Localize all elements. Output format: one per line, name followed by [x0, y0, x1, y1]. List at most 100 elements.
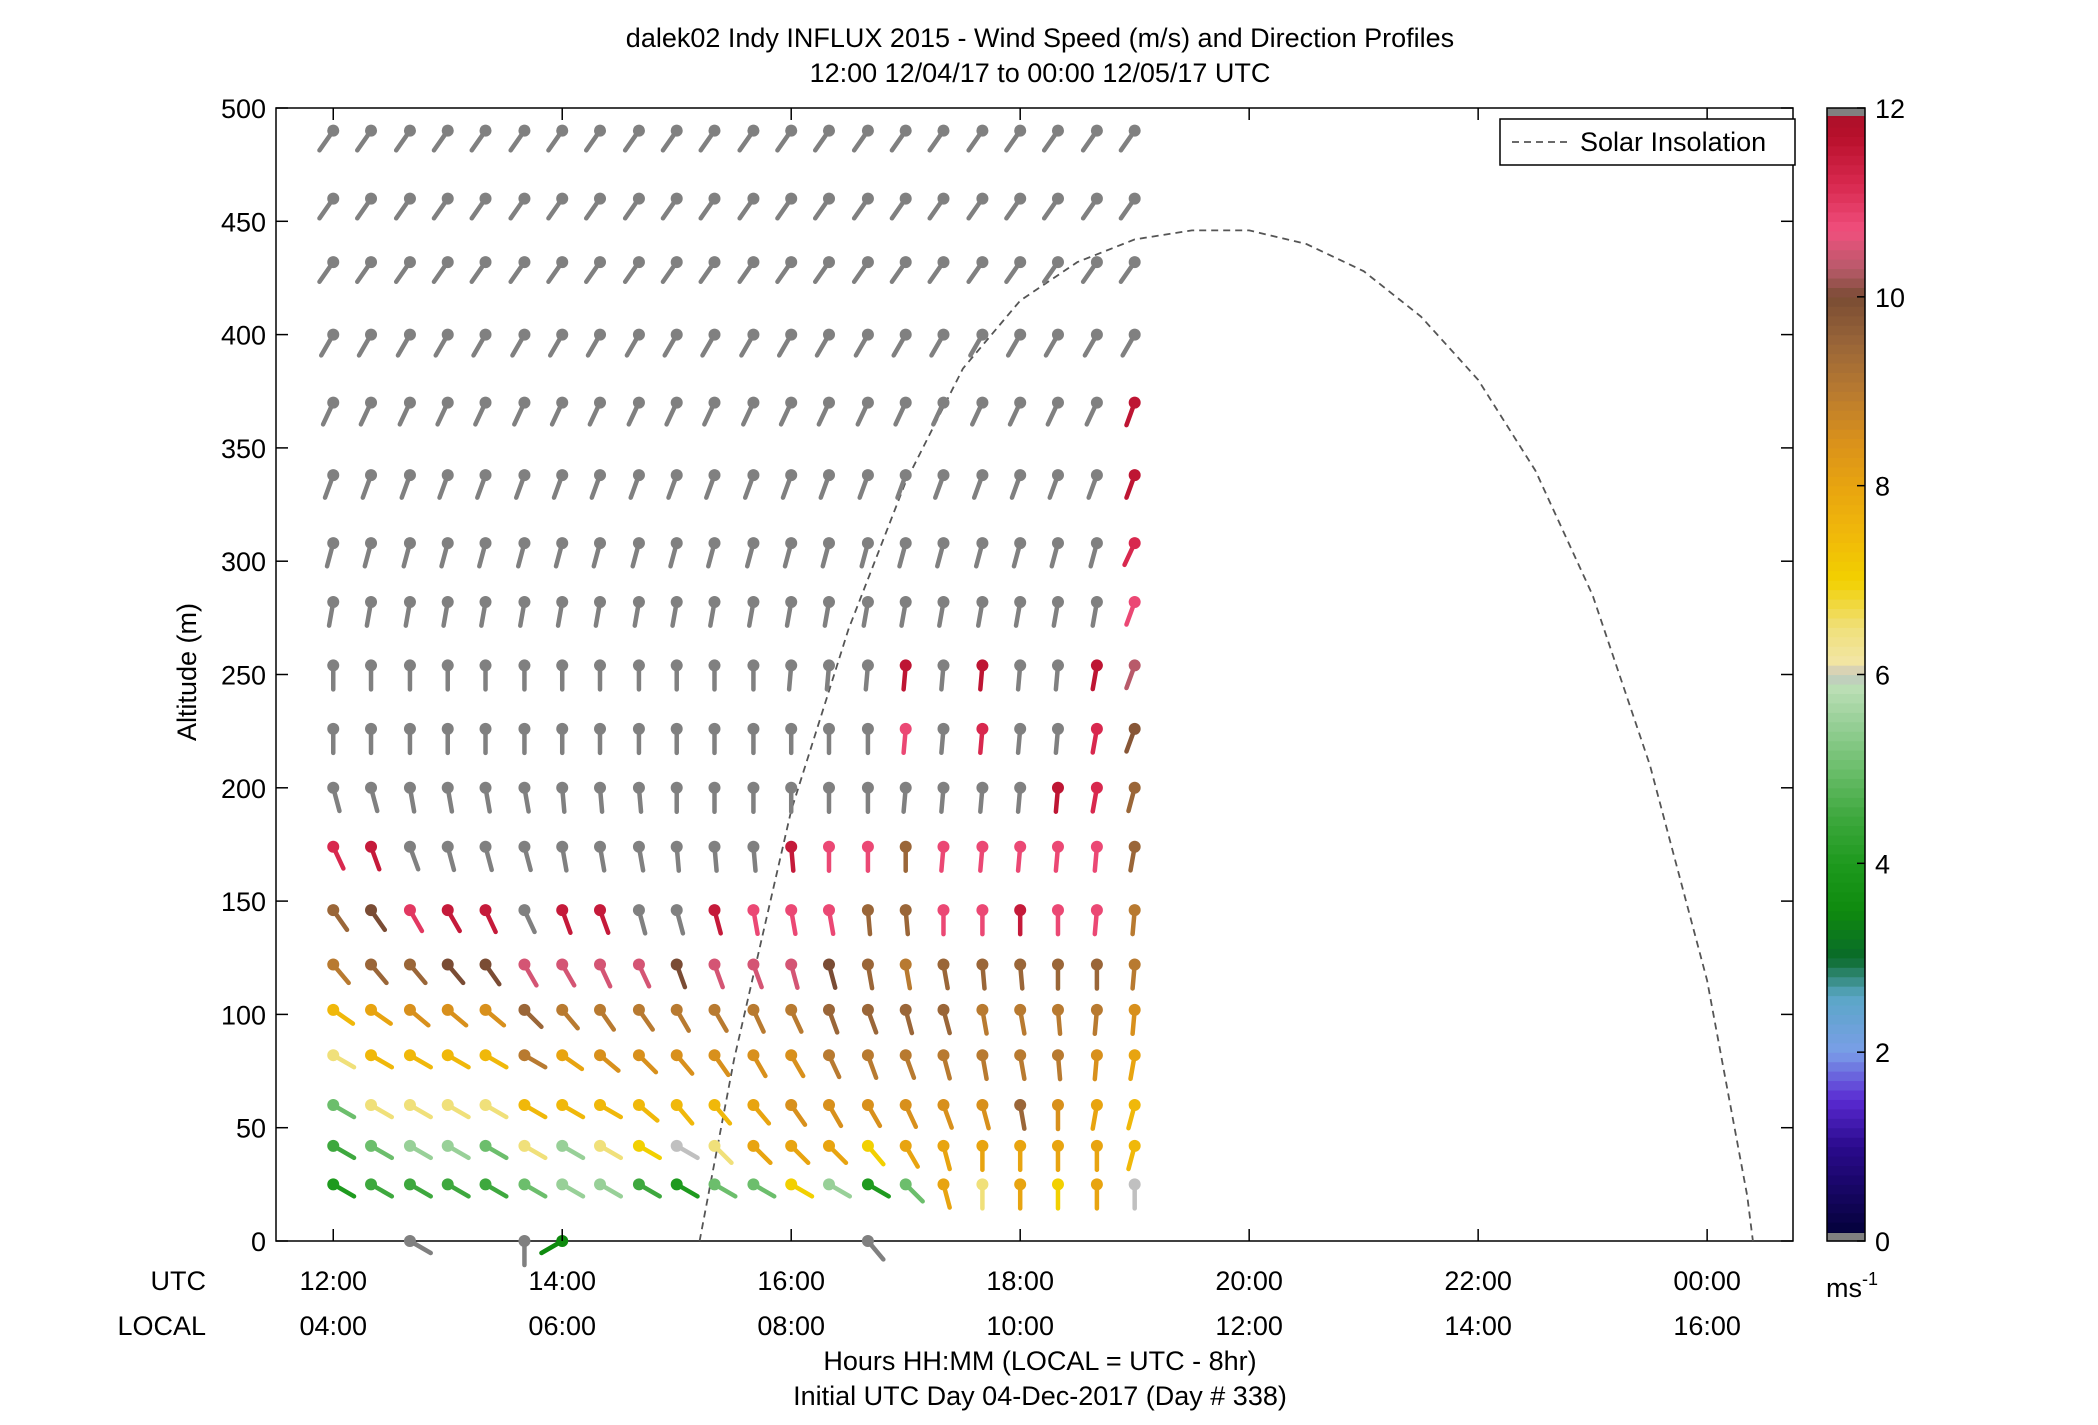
wind-barb — [1126, 1099, 1141, 1131]
solar-insolation-layer — [698, 229, 1754, 1242]
wind-barb — [861, 781, 874, 815]
wind-barb — [1051, 840, 1064, 873]
barb-head — [1128, 958, 1141, 971]
colorbar-segment — [1827, 268, 1865, 279]
wind-barb — [708, 595, 721, 628]
barb-head — [403, 659, 416, 672]
colorbar-segment — [1827, 523, 1865, 534]
wind-barb — [1051, 1003, 1064, 1037]
plot-area — [275, 107, 1794, 1242]
wind-barb — [899, 840, 912, 873]
barb-head — [976, 1049, 989, 1062]
chart-title: dalek02 Indy INFLUX 2015 - Wind Speed (m… — [626, 23, 1454, 53]
barb-head — [1051, 1099, 1064, 1112]
colorbar-segment — [1827, 287, 1865, 298]
wind-barb — [822, 1003, 840, 1035]
colorbar-cap-top — [1827, 108, 1865, 116]
barb-head — [747, 722, 760, 735]
barb-head — [479, 256, 492, 269]
wind-barb — [327, 958, 351, 986]
wind-barb — [510, 328, 531, 358]
barb-head — [441, 722, 454, 735]
colorbar-segment — [1827, 693, 1865, 704]
wind-barb — [812, 124, 835, 153]
barb-head — [327, 537, 340, 550]
wind-barb — [403, 781, 417, 814]
barb-head — [1014, 722, 1027, 735]
barb-head — [594, 1139, 607, 1152]
wind-barb — [1051, 958, 1064, 991]
barb-head — [1051, 1049, 1064, 1062]
wind-barb — [317, 124, 340, 153]
barb-head — [937, 192, 950, 205]
barb-head — [632, 469, 645, 482]
colorbar-segment — [1827, 986, 1865, 997]
barb-head — [822, 722, 835, 735]
barb-head — [1128, 781, 1141, 794]
wind-barb — [556, 722, 569, 756]
barb-head — [899, 396, 912, 409]
barb-head — [479, 1178, 492, 1191]
wind-barb — [355, 124, 378, 153]
wind-barb — [708, 840, 721, 873]
colorbar: 0 2 4 6 8 10 12 — [1826, 94, 1905, 1257]
barb-head — [1128, 659, 1141, 672]
wind-barb — [556, 1099, 586, 1120]
colorbar-segment — [1827, 1071, 1865, 1082]
barb-head — [1014, 1099, 1027, 1112]
barb-head — [594, 722, 607, 735]
barb-head — [708, 396, 721, 409]
colorbar-segment — [1827, 145, 1865, 156]
colorbar-segment — [1827, 542, 1865, 553]
barb-head — [479, 840, 492, 853]
y-tick-label: 400 — [221, 321, 266, 351]
wind-barb — [622, 256, 645, 284]
colorbar-segment — [1827, 296, 1865, 307]
wind-barb — [327, 1049, 357, 1070]
wind-barb — [931, 396, 950, 427]
barb-head — [785, 256, 798, 269]
colorbar-segment — [1827, 136, 1865, 147]
barb-head — [327, 904, 340, 917]
wind-barb — [708, 1139, 734, 1166]
wind-barb — [861, 659, 874, 692]
barb-head — [441, 1049, 454, 1062]
barb-head — [1090, 1049, 1103, 1062]
barb-head — [822, 904, 835, 917]
wind-barb — [861, 1099, 883, 1129]
barb-head — [632, 958, 645, 971]
barb-head — [861, 1178, 874, 1191]
wind-barb — [698, 192, 721, 221]
wind-barb — [1014, 1049, 1027, 1082]
barb-head — [670, 1099, 683, 1112]
colorbar-segment — [1827, 202, 1865, 213]
barb-head — [747, 256, 760, 269]
barb-head — [594, 469, 607, 482]
wind-barb — [1090, 595, 1103, 628]
barb-head — [861, 469, 874, 482]
colorbar-segment — [1827, 400, 1865, 411]
barb-head — [899, 124, 912, 137]
x-tick-label-local: 04:00 — [299, 1311, 367, 1341]
wind-barb — [1014, 1003, 1027, 1036]
colorbar-segment — [1827, 249, 1865, 260]
wind-barb — [933, 469, 950, 500]
wind-barb — [433, 328, 454, 358]
wind-barb — [927, 256, 950, 284]
y-tick-label: 50 — [236, 1114, 266, 1144]
barb-head — [556, 722, 569, 735]
wind-barb — [747, 1049, 768, 1079]
barb-head — [1128, 469, 1141, 482]
wind-barb — [556, 781, 569, 814]
colorbar-segment — [1827, 598, 1865, 610]
colorbar-segment — [1827, 1184, 1865, 1195]
barb-head — [899, 840, 912, 853]
colorbar-segment — [1827, 344, 1865, 355]
wind-barb — [518, 659, 531, 692]
wind-barb — [1090, 904, 1103, 937]
wind-barb — [670, 1003, 691, 1033]
colorbar-tick-label: 0 — [1875, 1227, 1890, 1257]
wind-barb — [937, 904, 950, 937]
barb-head — [785, 840, 798, 853]
colorbar-segment — [1827, 1033, 1865, 1044]
